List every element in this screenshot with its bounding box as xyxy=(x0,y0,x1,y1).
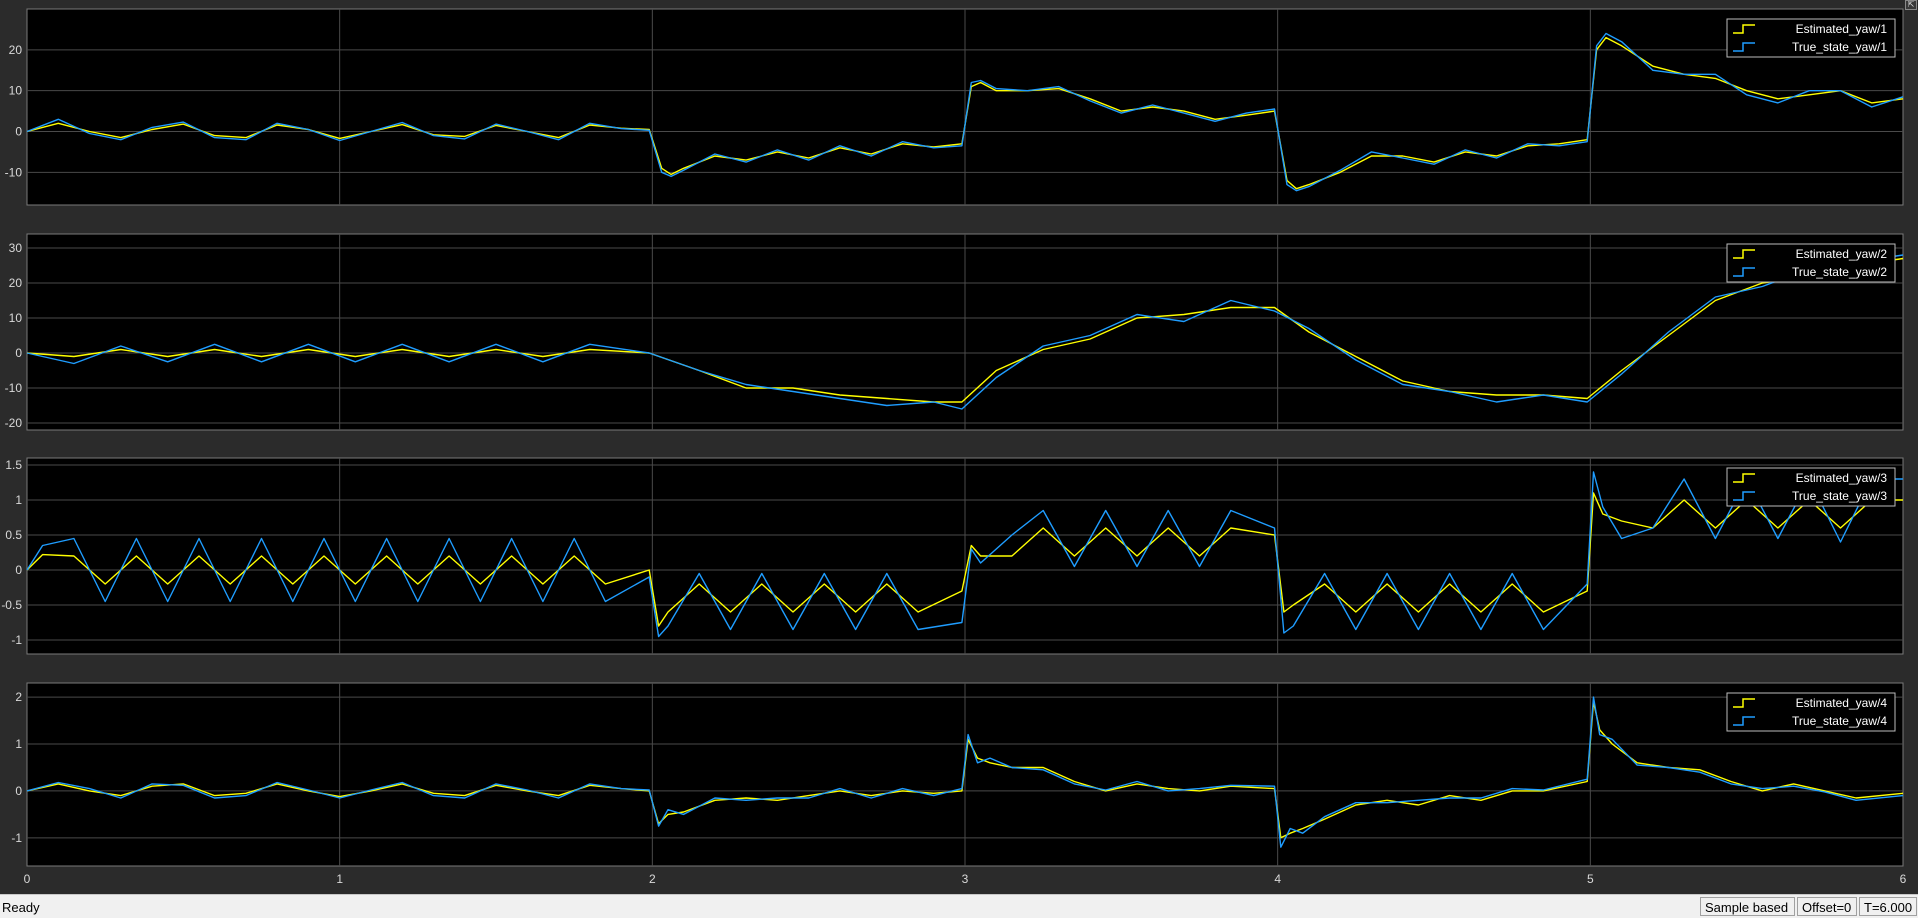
series-line-true-state xyxy=(26,254,1904,410)
legend-label: True_state_yaw/4 xyxy=(1792,714,1887,728)
y-tick-label: 1 xyxy=(15,493,22,507)
y-tick-label: 1.5 xyxy=(5,458,22,472)
legend-label: Estimated_yaw/3 xyxy=(1796,471,1888,485)
x-tick-label: 0 xyxy=(24,872,31,886)
y-tick-label: 1 xyxy=(15,737,22,751)
sample-mode-indicator: Sample based xyxy=(1700,897,1795,916)
y-tick-label: 10 xyxy=(9,84,23,98)
x-tick-label: 1 xyxy=(336,872,343,886)
scope-plots: -1001020Estimated_yaw/1True_state_yaw/1-… xyxy=(1,8,1907,886)
legend: Estimated_yaw/2 True_state_yaw/2 xyxy=(1726,243,1896,283)
legend-label: Estimated_yaw/2 xyxy=(1796,247,1888,261)
y-tick-label: 0 xyxy=(15,125,22,139)
x-tick-label: 4 xyxy=(1274,872,1281,886)
plot-1: -10 0 10 20 Estimated_yaw/1 True_state_yaw/1 xyxy=(5,8,1904,206)
legend-label: True_state_yaw/2 xyxy=(1792,265,1887,279)
y-tick-label: 0 xyxy=(15,346,22,360)
plot-3: -1 -0.5 0 0.5 1 1.5 Estimated_yaw/3 True_state_… xyxy=(1,457,1904,655)
status-bar: Ready Sample based Offset=0 T=6.000 xyxy=(0,894,1918,918)
x-tick-label: 2 xyxy=(649,872,656,886)
y-tick-label: 0.5 xyxy=(5,528,22,542)
offset-indicator: Offset=0 xyxy=(1797,897,1857,916)
y-tick-label: -10 xyxy=(5,381,23,395)
plot-2: -20 -10 0 10 20 30 Estimated_yaw/2 True_state_y… xyxy=(5,233,1904,431)
legend-label: Estimated_yaw/4 xyxy=(1796,696,1888,710)
series-line-true-state xyxy=(26,32,1904,192)
y-tick-label: -1 xyxy=(11,633,22,647)
series-line-estimated xyxy=(26,492,1903,627)
time-indicator: T=6.000 xyxy=(1859,897,1917,916)
legend-swatch xyxy=(1733,249,1755,259)
legend-swatch xyxy=(1733,716,1755,726)
legend-swatch xyxy=(1733,267,1755,277)
series-line-estimated xyxy=(26,257,1904,403)
legend: Estimated_yaw/1 True_state_yaw/1 xyxy=(1726,18,1896,58)
legend-swatch xyxy=(1733,24,1755,34)
y-tick-label: 2 xyxy=(15,690,22,704)
y-tick-label: 30 xyxy=(9,241,23,255)
y-tick-label: 10 xyxy=(9,311,23,325)
x-tick-label: 5 xyxy=(1587,872,1594,886)
y-tick-label: -1 xyxy=(11,831,22,845)
plot-4: -1 0 1 2 Estimated_yaw/4 True_state_yaw/4 0 1 2 3… xyxy=(11,682,1907,886)
y-tick-label: 20 xyxy=(9,43,23,57)
legend-swatch xyxy=(1733,491,1755,501)
y-tick-label: -20 xyxy=(5,416,23,430)
scope-display: -10 0 10 20 Estimated_yaw/1 True_state_yaw/1-… xyxy=(1,0,1917,886)
legend-label: True_state_yaw/1 xyxy=(1792,40,1887,54)
legend: Estimated_yaw/3 True_state_yaw/3 xyxy=(1726,467,1896,507)
y-tick-label: 20 xyxy=(9,276,23,290)
y-tick-label: 0 xyxy=(15,784,22,798)
legend: Estimated_yaw/4 True_state_yaw/4 xyxy=(1726,692,1896,732)
series-line-true-state xyxy=(26,696,1904,848)
y-tick-label: -0.5 xyxy=(1,598,22,612)
legend-swatch xyxy=(1733,473,1755,483)
x-tick-label: 6 xyxy=(1900,872,1907,886)
legend-swatch xyxy=(1733,698,1755,708)
x-tick-label: 3 xyxy=(962,872,969,886)
series-line-true-state xyxy=(26,471,1903,638)
status-text: Ready xyxy=(2,900,40,915)
y-tick-label: -10 xyxy=(5,165,23,179)
expand-icon[interactable]: ⇱ xyxy=(1905,0,1917,10)
y-tick-label: 0 xyxy=(15,563,22,577)
legend-label: Estimated_yaw/1 xyxy=(1796,22,1888,36)
legend-swatch xyxy=(1733,42,1755,52)
legend-label: True_state_yaw/3 xyxy=(1792,489,1887,503)
